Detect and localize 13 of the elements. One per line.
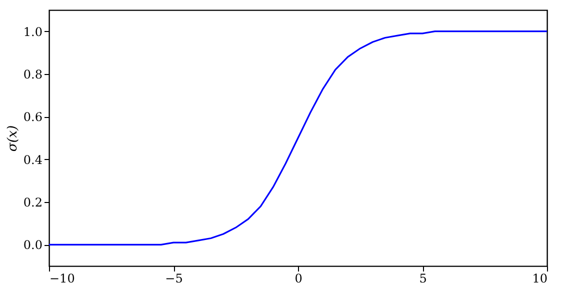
y-axis-title: σ(x): [5, 125, 20, 152]
y-tick-label: 0.6: [23, 110, 42, 124]
y-tick-label: 0.4: [23, 152, 43, 167]
y-tick-label: 1.0: [23, 24, 42, 39]
x-tick-label: −10: [50, 272, 75, 286]
y-tick-label: 0.0: [23, 238, 42, 252]
y-tick-label: 0.8: [23, 68, 42, 82]
x-tick-label: −5: [165, 272, 183, 286]
x-tick-label: 0: [294, 272, 302, 286]
y-tick-label: 0.2: [23, 196, 42, 210]
x-tick-label: 5: [419, 272, 427, 286]
x-tick-label: 10: [532, 272, 548, 286]
line-series: [48, 30, 548, 246]
